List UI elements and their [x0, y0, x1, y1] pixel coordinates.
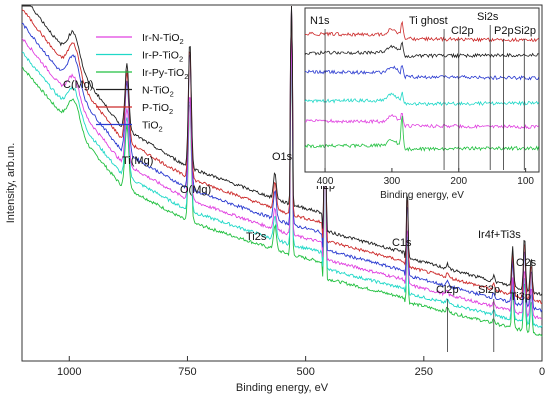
inset-tick-label: 200	[450, 176, 467, 187]
main-series-Ir-N-TiO2	[21, 5, 543, 320]
inset-tick-label: 300	[384, 176, 401, 187]
main-series-P-TiO2	[21, 5, 543, 304]
main-tick-label: 250	[415, 366, 433, 378]
main-peak-label: Ti(Mg)	[122, 155, 153, 167]
inset-series-Ir-N-TiO2	[304, 113, 539, 130]
inset-peak-label: Si2s	[477, 11, 499, 23]
main-plot-frame	[21, 4, 543, 362]
inset-series-Ir-P-TiO2	[304, 91, 540, 107]
inset-series-P-TiO2	[304, 20, 539, 43]
inset-background	[302, 6, 540, 186]
main-x-ticks: 1000 750 500 250 0	[57, 356, 545, 378]
inset-traces	[304, 20, 540, 152]
main-peak-label: Ti2s	[246, 231, 267, 243]
main-peak-label: C1s	[392, 237, 412, 249]
main-peak-label: O(Mg)	[180, 184, 211, 196]
main-peak-label: Cl2p	[436, 284, 459, 296]
main-series-TiO2	[21, 5, 543, 313]
inset-peak-label: Ti ghost	[409, 15, 448, 27]
main-peak-label: Ti3p	[510, 291, 531, 303]
inset-series-TiO2	[304, 65, 540, 81]
inset-series-N-TiO2	[304, 41, 539, 59]
inset-tick-label: 100	[517, 176, 534, 187]
main-tick-label: 0	[539, 366, 545, 378]
inset-series-Ir-Py-TiO2	[304, 115, 540, 152]
main-peak-label: C(Mg)	[63, 79, 94, 91]
inset-peak-label: P2p	[494, 25, 514, 37]
main-annotations: C(Mg)Ti(Mg)O(Mg)Ti2sO1sTi2pC1sCl2pSi2pIr…	[63, 79, 537, 352]
main-xlabel: Binding energy, eV	[236, 382, 329, 394]
legend-label: N-TiO2	[142, 85, 174, 99]
inset-tick-label: 400	[317, 176, 334, 187]
legend: Ir-N-TiO2 Ir-P-TiO2 Ir-Py-TiO2 N-TiO2 P-TiO2…	[96, 32, 188, 134]
legend-label: Ir-Py-TiO2	[142, 67, 188, 81]
main-tick-label: 500	[296, 366, 314, 378]
legend-label: Ir-P-TiO2	[142, 50, 183, 64]
main-tick-label: 750	[178, 366, 196, 378]
main-series-Ir-P-TiO2	[21, 5, 543, 329]
main-tick-label: 1000	[57, 366, 81, 378]
main-peak-label: Ir4f+Ti3s	[478, 229, 521, 241]
legend-label: P-TiO2	[142, 102, 173, 116]
main-series-Ir-Py-TiO2	[21, 5, 543, 337]
inset-peak-label: Cl2p	[451, 25, 474, 37]
inset-peak-label: Si2p	[514, 25, 536, 37]
main-peak-label: Si2p	[478, 284, 500, 296]
main-traces	[21, 5, 543, 337]
main-series-N-TiO2	[22, 5, 543, 296]
legend-label: Ir-N-TiO2	[142, 32, 184, 46]
inset-peak-label: N1s	[310, 15, 330, 27]
legend-label: TiO2	[142, 120, 163, 134]
inset-plot-frame	[304, 7, 540, 173]
inset-xlabel: Binding energy, eV	[380, 190, 464, 201]
main-peak-label: O1s	[272, 151, 293, 163]
main-ylabel: Intensity, arb.un.	[5, 143, 17, 224]
main-peak-label: O2s	[516, 257, 537, 269]
